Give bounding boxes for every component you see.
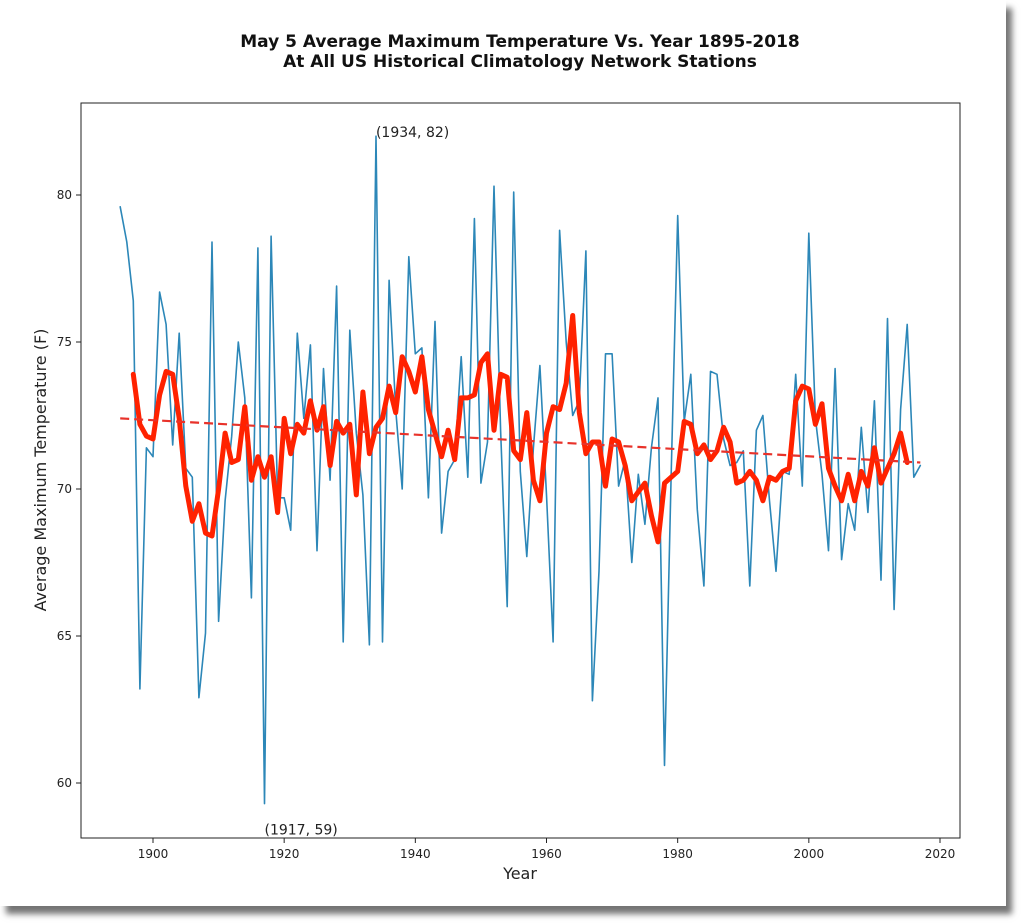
y-tick-label: 80 bbox=[57, 188, 72, 202]
trend-line bbox=[120, 417, 921, 464]
annotation-label: (1934, 82) bbox=[376, 125, 449, 141]
annotation-label: (1917, 59) bbox=[264, 822, 337, 838]
y-tick-label: 60 bbox=[57, 776, 72, 790]
x-tick-label: 1940 bbox=[400, 847, 431, 861]
y-tick-label: 65 bbox=[57, 629, 72, 643]
x-tick-label: 1900 bbox=[138, 847, 169, 861]
x-axis-label: Year bbox=[502, 864, 537, 883]
x-tick-label: 1960 bbox=[531, 847, 562, 861]
x-tick-label: 1980 bbox=[662, 847, 693, 861]
axes-frame bbox=[80, 102, 961, 839]
y-axis-label: Average Maximum Temperature (F) bbox=[31, 329, 50, 612]
chart-subtitle: At All US Historical Climatology Network… bbox=[283, 52, 757, 72]
chart-title: May 5 Average Maximum Temperature Vs. Ye… bbox=[240, 32, 800, 52]
x-tick-label: 2020 bbox=[925, 847, 956, 861]
y-tick-label: 70 bbox=[57, 482, 72, 496]
y-tick-label: 75 bbox=[57, 335, 72, 349]
x-tick-label: 1920 bbox=[269, 847, 300, 861]
x-tick-label: 2000 bbox=[794, 847, 825, 861]
moving-average-line bbox=[130, 313, 910, 545]
